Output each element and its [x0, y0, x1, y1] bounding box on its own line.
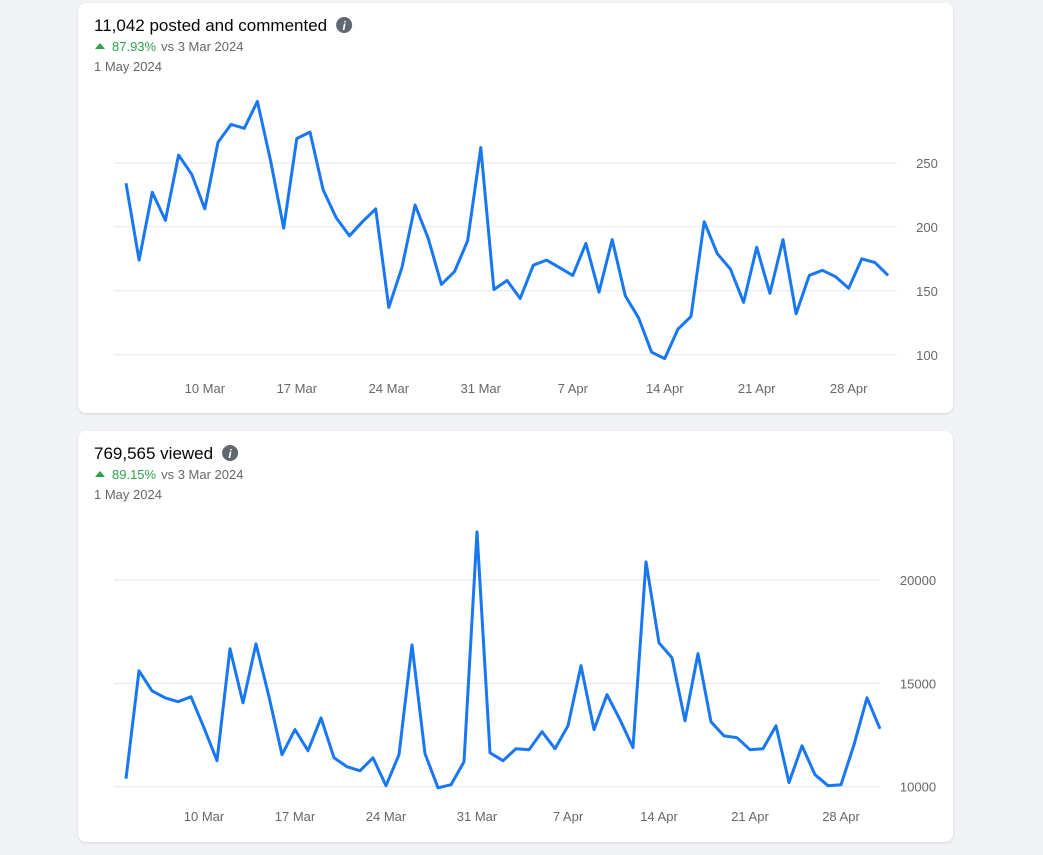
x-tick-label: 7 Apr — [553, 809, 584, 824]
x-tick-label: 31 Mar — [457, 809, 498, 824]
y-tick-label: 200 — [916, 220, 938, 235]
x-tick-label: 24 Mar — [366, 809, 407, 824]
x-tick-label: 28 Apr — [830, 381, 868, 396]
y-tick-label: 150 — [916, 284, 938, 299]
up-arrow — [95, 471, 105, 477]
x-tick-label: 31 Mar — [461, 381, 502, 396]
change-value: 87.93% — [112, 39, 157, 54]
x-tick-label: 14 Apr — [646, 381, 684, 396]
info-icon-glyph: i — [342, 19, 346, 33]
comparison: vs 3 Mar 2024 — [161, 467, 243, 482]
info-icon-glyph: i — [228, 447, 232, 461]
comparison: vs 3 Mar 2024 — [161, 39, 243, 54]
x-tick-label: 10 Mar — [185, 381, 226, 396]
x-tick-label: 21 Apr — [731, 809, 769, 824]
card-title: 11,042 posted and commented — [94, 16, 327, 35]
card — [78, 431, 953, 842]
date: 1 May 2024 — [94, 487, 162, 502]
x-tick-label: 7 Apr — [558, 381, 589, 396]
card — [78, 3, 953, 413]
y-tick-label: 10000 — [900, 780, 936, 795]
info-icon[interactable] — [336, 17, 353, 33]
x-tick-label: 28 Apr — [822, 809, 860, 824]
x-tick-label: 14 Apr — [640, 809, 678, 824]
line — [124, 530, 882, 790]
up-arrow — [95, 43, 105, 49]
y-tick-label: 20000 — [900, 573, 936, 588]
x-tick-label: 17 Mar — [275, 809, 316, 824]
x-tick-label: 21 Apr — [738, 381, 776, 396]
y-tick-label: 100 — [916, 348, 938, 363]
date: 1 May 2024 — [94, 59, 162, 74]
x-tick-label: 24 Mar — [369, 381, 410, 396]
card-title: 769,565 viewed — [94, 444, 213, 463]
line — [124, 99, 890, 361]
change-value: 89.15% — [112, 467, 157, 482]
info-icon[interactable] — [222, 445, 239, 461]
x-tick-label: 10 Mar — [184, 809, 225, 824]
y-tick-label: 15000 — [900, 676, 936, 691]
x-tick-label: 17 Mar — [277, 381, 318, 396]
y-tick-label: 250 — [916, 156, 938, 171]
